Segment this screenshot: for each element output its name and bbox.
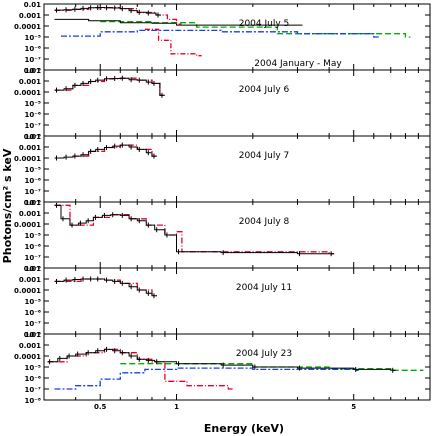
series-data xyxy=(54,204,335,255)
y-tick-label: 0.001 xyxy=(19,78,41,86)
y-tick-label: 10⁻⁵ xyxy=(24,100,41,108)
y-tick-label: 10⁻⁵ xyxy=(24,364,41,372)
y-tick-label: 0.01 xyxy=(24,67,41,75)
series-model xyxy=(47,348,234,390)
y-tick-label: 10⁻⁷ xyxy=(24,188,41,196)
panel-label: 2004 July 5 xyxy=(239,19,290,29)
y-tick-label: 10⁻⁷ xyxy=(24,254,41,262)
panel-frame xyxy=(43,201,431,269)
series-red-dash xyxy=(144,28,202,57)
series-data xyxy=(54,144,157,159)
y-tick-label: 10⁻⁶ xyxy=(24,111,41,119)
y-tick-label: 10⁻⁸ xyxy=(24,265,41,273)
series-data xyxy=(54,77,165,96)
y-tick-label: 10⁻⁸ xyxy=(24,331,41,339)
y-tick-label: 0.0001 xyxy=(14,23,41,31)
y-tick-label: 0.001 xyxy=(19,276,41,284)
series-prior-data xyxy=(54,18,303,26)
series-model xyxy=(54,278,157,297)
y-tick-label: 10⁻⁸ xyxy=(24,199,41,207)
y-tick-label: 10⁻⁶ xyxy=(24,375,41,383)
series-green-component xyxy=(100,20,411,38)
y-tick-label: 0.001 xyxy=(19,210,41,218)
y-tick-label: 10⁻⁷ xyxy=(24,386,41,394)
y-tick-label: 0.001 xyxy=(19,12,41,20)
x-tick-label: 1 xyxy=(174,403,179,411)
panel-label: 2004 July 8 xyxy=(239,217,290,227)
series-model xyxy=(54,204,335,255)
series-blue-component xyxy=(61,29,379,38)
panel-2: 0.01 0.001 0.0001 10⁻⁵ 10⁻⁶ 10⁻⁷ 10⁻⁸ 2004 July… xyxy=(14,67,431,141)
series-blue-component xyxy=(54,367,359,390)
y-tick-label: 0.0001 xyxy=(14,89,41,97)
y-tick-label: 10⁻⁶ xyxy=(24,45,41,53)
y-tick-label: 10⁻⁶ xyxy=(24,177,41,185)
y-tick-label: 0.0001 xyxy=(14,221,41,229)
y-tick-label: 10⁻⁸ xyxy=(24,67,41,75)
y-axis-title: Photons/cm² s keV xyxy=(1,148,14,263)
y-tick-label: 10⁻⁵ xyxy=(24,34,41,42)
y-tick-label: 0.01 xyxy=(24,331,41,339)
y-tick-label: 0.001 xyxy=(19,342,41,350)
panel-label-secondary: 2004 January - May xyxy=(254,59,342,69)
x-tick-label: 0.5 xyxy=(94,403,107,411)
panels-group: 0.01 0.001 0.0001 10⁻⁵ 10⁻⁶ 10⁻⁷ 10⁻⁸ 2004 July… xyxy=(14,1,431,405)
y-tick-label: 10⁻⁸ xyxy=(24,397,41,405)
panel-4: 0.01 0.001 0.0001 10⁻⁵ 10⁻⁶ 10⁻⁷ 10⁻⁸ 2004 July… xyxy=(14,199,431,273)
panel-label: 2004 July 6 xyxy=(239,85,290,95)
panel-label: 2004 July 7 xyxy=(239,151,290,161)
x-tick-labels: 0.5 1 5 xyxy=(94,403,356,411)
y-tick-label: 0.01 xyxy=(24,199,41,207)
panel-label: 2004 July 23 xyxy=(236,349,292,359)
y-tick-label: 10⁻⁵ xyxy=(24,298,41,306)
y-tick-label: 10⁻⁷ xyxy=(24,320,41,328)
y-tick-label: 0.01 xyxy=(24,265,41,273)
y-tick-label: 10⁻⁶ xyxy=(24,309,41,317)
panel-frame xyxy=(43,267,431,335)
panel-frame xyxy=(43,333,431,401)
y-tick-label: 0.01 xyxy=(24,133,41,141)
panel-6: 0.01 0.001 0.0001 10⁻⁵ 10⁻⁶ 10⁻⁷ 10⁻⁸ 2004 July… xyxy=(14,331,431,405)
panel-frame xyxy=(43,135,431,203)
y-tick-label: 10⁻⁶ xyxy=(24,243,41,251)
series-data xyxy=(54,278,157,297)
y-tick-label: 10⁻⁷ xyxy=(24,56,41,64)
y-tick-label: 10⁻⁷ xyxy=(24,122,41,130)
y-tick-label: 10⁻⁵ xyxy=(24,166,41,174)
y-tick-label: 0.01 xyxy=(24,1,41,9)
panel-label: 2004 July 11 xyxy=(236,283,292,293)
y-tick-label: 0.0001 xyxy=(14,155,41,163)
y-tick-label: 0.001 xyxy=(19,144,41,152)
y-tick-label: 0.0001 xyxy=(14,353,41,361)
x-tick-label: 5 xyxy=(351,403,356,411)
x-axis-title: Energy (keV) xyxy=(204,422,284,435)
panel-5: 0.01 0.001 0.0001 10⁻⁵ 10⁻⁶ 10⁻⁷ 10⁻⁸ 2004 July… xyxy=(14,265,431,339)
y-tick-label: 0.0001 xyxy=(14,287,41,295)
panel-frame xyxy=(43,3,431,71)
panel-3: 0.01 0.001 0.0001 10⁻⁵ 10⁻⁶ 10⁻⁷ 10⁻⁸ 2004 July… xyxy=(14,133,431,207)
y-tick-label: 10⁻⁵ xyxy=(24,232,41,240)
series-data xyxy=(47,348,396,371)
panel-1: 0.01 0.001 0.0001 10⁻⁵ 10⁻⁶ 10⁻⁷ 10⁻⁸ 2004 July… xyxy=(14,1,431,75)
y-tick-label: 10⁻⁸ xyxy=(24,133,41,141)
series-data xyxy=(54,7,161,16)
series-model xyxy=(54,7,182,25)
